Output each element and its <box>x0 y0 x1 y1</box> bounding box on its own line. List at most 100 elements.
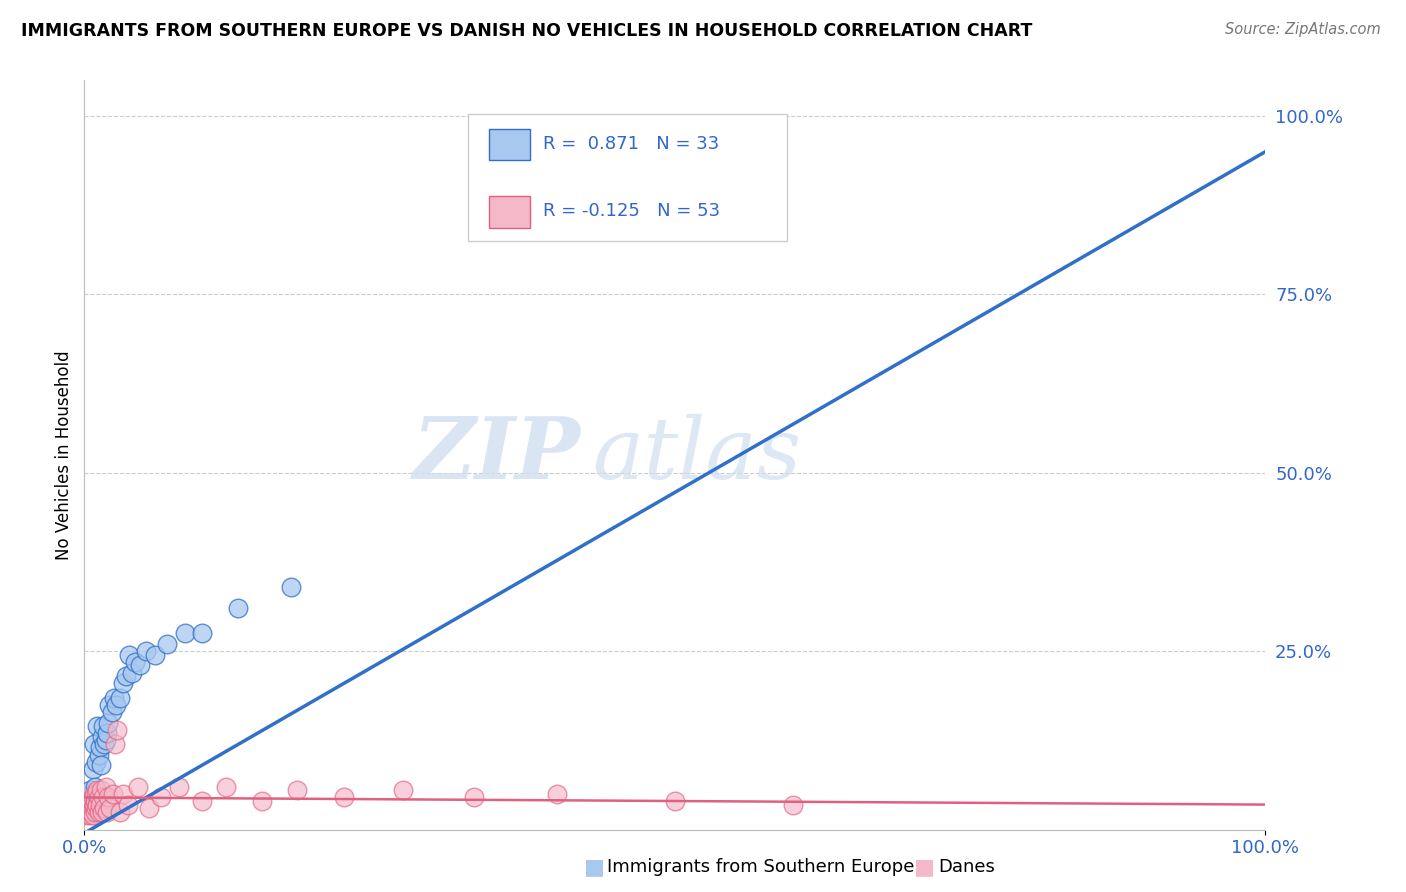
Text: atlas: atlas <box>592 414 801 496</box>
Point <box>80 805 103 819</box>
Point <box>546 787 568 801</box>
Point <box>105 698 128 712</box>
Point <box>94 780 117 794</box>
Point <box>86 783 108 797</box>
Point <box>86 797 108 812</box>
Point <box>91 805 114 819</box>
Point <box>104 737 127 751</box>
Point <box>91 790 114 805</box>
Point <box>112 787 135 801</box>
Point <box>124 655 146 669</box>
Point <box>108 690 131 705</box>
Point <box>83 787 105 801</box>
Point <box>91 730 114 744</box>
Point <box>84 787 107 801</box>
Text: ■: ■ <box>914 857 935 877</box>
Point <box>108 805 131 819</box>
Point <box>77 797 100 812</box>
Text: Source: ZipAtlas.com: Source: ZipAtlas.com <box>1225 22 1381 37</box>
Point <box>664 794 686 808</box>
Point <box>97 715 120 730</box>
Point <box>94 733 117 747</box>
Point <box>82 790 104 805</box>
Point <box>138 801 160 815</box>
Point <box>118 648 141 662</box>
Point <box>91 719 114 733</box>
Point <box>79 797 101 812</box>
Point <box>135 644 157 658</box>
Point <box>150 790 173 805</box>
Point <box>107 723 129 737</box>
Point <box>84 801 107 815</box>
Point <box>79 808 101 822</box>
Point <box>82 808 104 822</box>
Text: ■: ■ <box>583 857 605 877</box>
Point <box>77 794 100 808</box>
Point <box>90 783 112 797</box>
FancyBboxPatch shape <box>468 114 787 242</box>
Point <box>101 787 124 801</box>
Point <box>250 794 273 808</box>
Point <box>215 780 238 794</box>
Point <box>93 801 115 815</box>
Point <box>96 805 118 819</box>
Point <box>226 601 249 615</box>
FancyBboxPatch shape <box>489 129 530 161</box>
Point <box>93 737 115 751</box>
Point <box>84 755 107 769</box>
Point <box>98 698 121 712</box>
Text: Danes: Danes <box>938 858 994 876</box>
Point <box>173 626 195 640</box>
Point <box>191 626 214 640</box>
Point <box>83 737 105 751</box>
Point <box>87 805 110 819</box>
Point <box>79 783 101 797</box>
Point <box>191 794 214 808</box>
Point <box>89 740 111 755</box>
Point <box>76 801 98 815</box>
Text: R =  0.871   N = 33: R = 0.871 N = 33 <box>543 135 718 153</box>
Point <box>84 780 107 794</box>
Point <box>82 762 104 776</box>
Point <box>280 580 302 594</box>
Point <box>97 790 120 805</box>
Point <box>333 790 356 805</box>
Point <box>90 758 112 772</box>
Point <box>77 805 100 819</box>
Point <box>98 801 121 815</box>
Point <box>392 783 415 797</box>
Point <box>285 783 308 797</box>
Point <box>87 790 110 805</box>
Point <box>84 805 107 819</box>
Point <box>114 669 136 683</box>
Point <box>121 665 143 680</box>
Text: R = -0.125   N = 53: R = -0.125 N = 53 <box>543 202 720 220</box>
Point <box>89 797 111 812</box>
Point <box>112 676 135 690</box>
Point <box>96 726 118 740</box>
Text: Immigrants from Southern Europe: Immigrants from Southern Europe <box>607 858 915 876</box>
Point <box>86 719 108 733</box>
Text: ZIP: ZIP <box>412 413 581 497</box>
Point <box>128 658 150 673</box>
Point <box>117 797 139 812</box>
Point <box>83 797 105 812</box>
Point <box>167 780 190 794</box>
Point <box>463 790 485 805</box>
Point <box>127 780 149 794</box>
Point <box>75 805 97 819</box>
FancyBboxPatch shape <box>489 196 530 227</box>
Point <box>84 794 107 808</box>
Point <box>82 801 104 815</box>
Point <box>143 648 166 662</box>
Point <box>103 690 125 705</box>
Y-axis label: No Vehicles in Household: No Vehicles in Household <box>55 350 73 560</box>
Text: IMMIGRANTS FROM SOUTHERN EUROPE VS DANISH NO VEHICLES IN HOUSEHOLD CORRELATION C: IMMIGRANTS FROM SOUTHERN EUROPE VS DANIS… <box>21 22 1032 40</box>
Point <box>76 808 98 822</box>
Point <box>100 705 122 719</box>
Point <box>782 797 804 812</box>
Point <box>156 637 179 651</box>
Point <box>80 794 103 808</box>
Point <box>77 805 100 819</box>
Point <box>87 747 110 762</box>
